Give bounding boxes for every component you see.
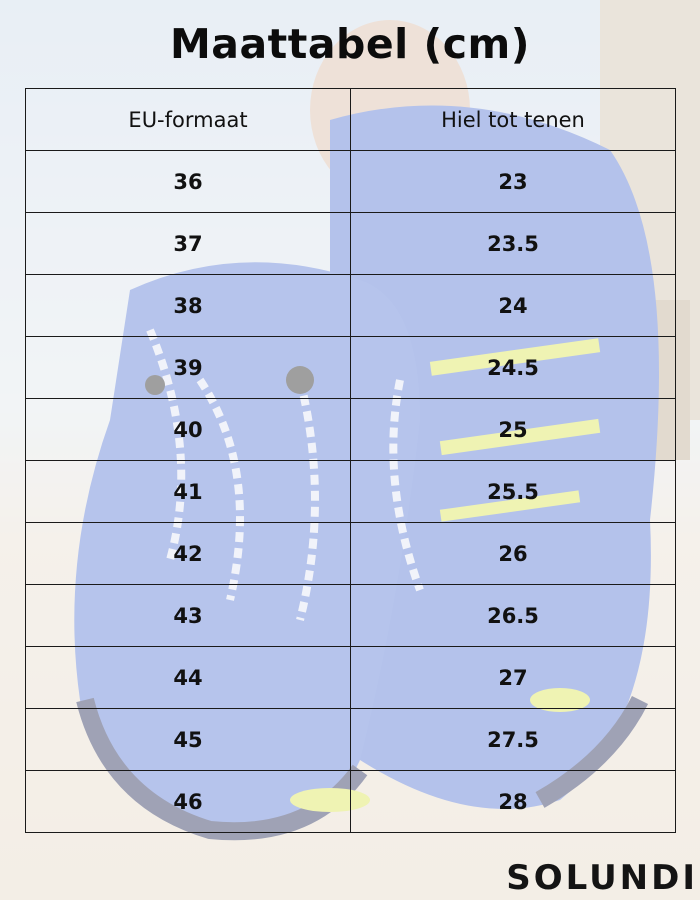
eu-size-cell: 42: [25, 522, 351, 585]
table-row: 38 24: [25, 274, 676, 337]
eu-size-cell: 41: [25, 460, 351, 523]
heel-to-toe-cell: 28: [350, 770, 676, 833]
table-row: 40 25: [25, 398, 676, 461]
heel-to-toe-cell: 24.5: [350, 336, 676, 399]
table-header-row: EU-formaat Hiel tot tenen: [25, 88, 676, 151]
eu-size-cell: 44: [25, 646, 351, 709]
heel-to-toe-cell: 26: [350, 522, 676, 585]
eu-size-cell: 36: [25, 150, 351, 213]
table-row: 46 28: [25, 770, 676, 833]
heel-to-toe-cell: 25.5: [350, 460, 676, 523]
eu-size-cell: 46: [25, 770, 351, 833]
table-row: 41 25.5: [25, 460, 676, 523]
heel-to-toe-cell: 27: [350, 646, 676, 709]
heel-to-toe-cell: 25: [350, 398, 676, 461]
table-row: 36 23: [25, 150, 676, 213]
table-row: 37 23.5: [25, 212, 676, 275]
heel-to-toe-cell: 27.5: [350, 708, 676, 771]
page-title: Maattabel (cm): [170, 20, 530, 68]
eu-size-cell: 37: [25, 212, 351, 275]
heel-to-toe-cell: 24: [350, 274, 676, 337]
eu-size-cell: 43: [25, 584, 351, 647]
heel-to-toe-cell: 26.5: [350, 584, 676, 647]
table-row: 42 26: [25, 522, 676, 585]
eu-size-cell: 45: [25, 708, 351, 771]
column-header-eu-size: EU-formaat: [25, 88, 351, 151]
heel-to-toe-cell: 23.5: [350, 212, 676, 275]
eu-size-cell: 40: [25, 398, 351, 461]
size-table: EU-formaat Hiel tot tenen 36 23 37 23.5 …: [25, 88, 676, 833]
eu-size-cell: 39: [25, 336, 351, 399]
column-header-heel-to-toe: Hiel tot tenen: [350, 88, 676, 151]
table-row: 44 27: [25, 646, 676, 709]
table-row: 43 26.5: [25, 584, 676, 647]
table-row: 39 24.5: [25, 336, 676, 399]
table-row: 45 27.5: [25, 708, 676, 771]
brand-logo: SOLUNDI: [506, 858, 698, 898]
eu-size-cell: 38: [25, 274, 351, 337]
heel-to-toe-cell: 23: [350, 150, 676, 213]
